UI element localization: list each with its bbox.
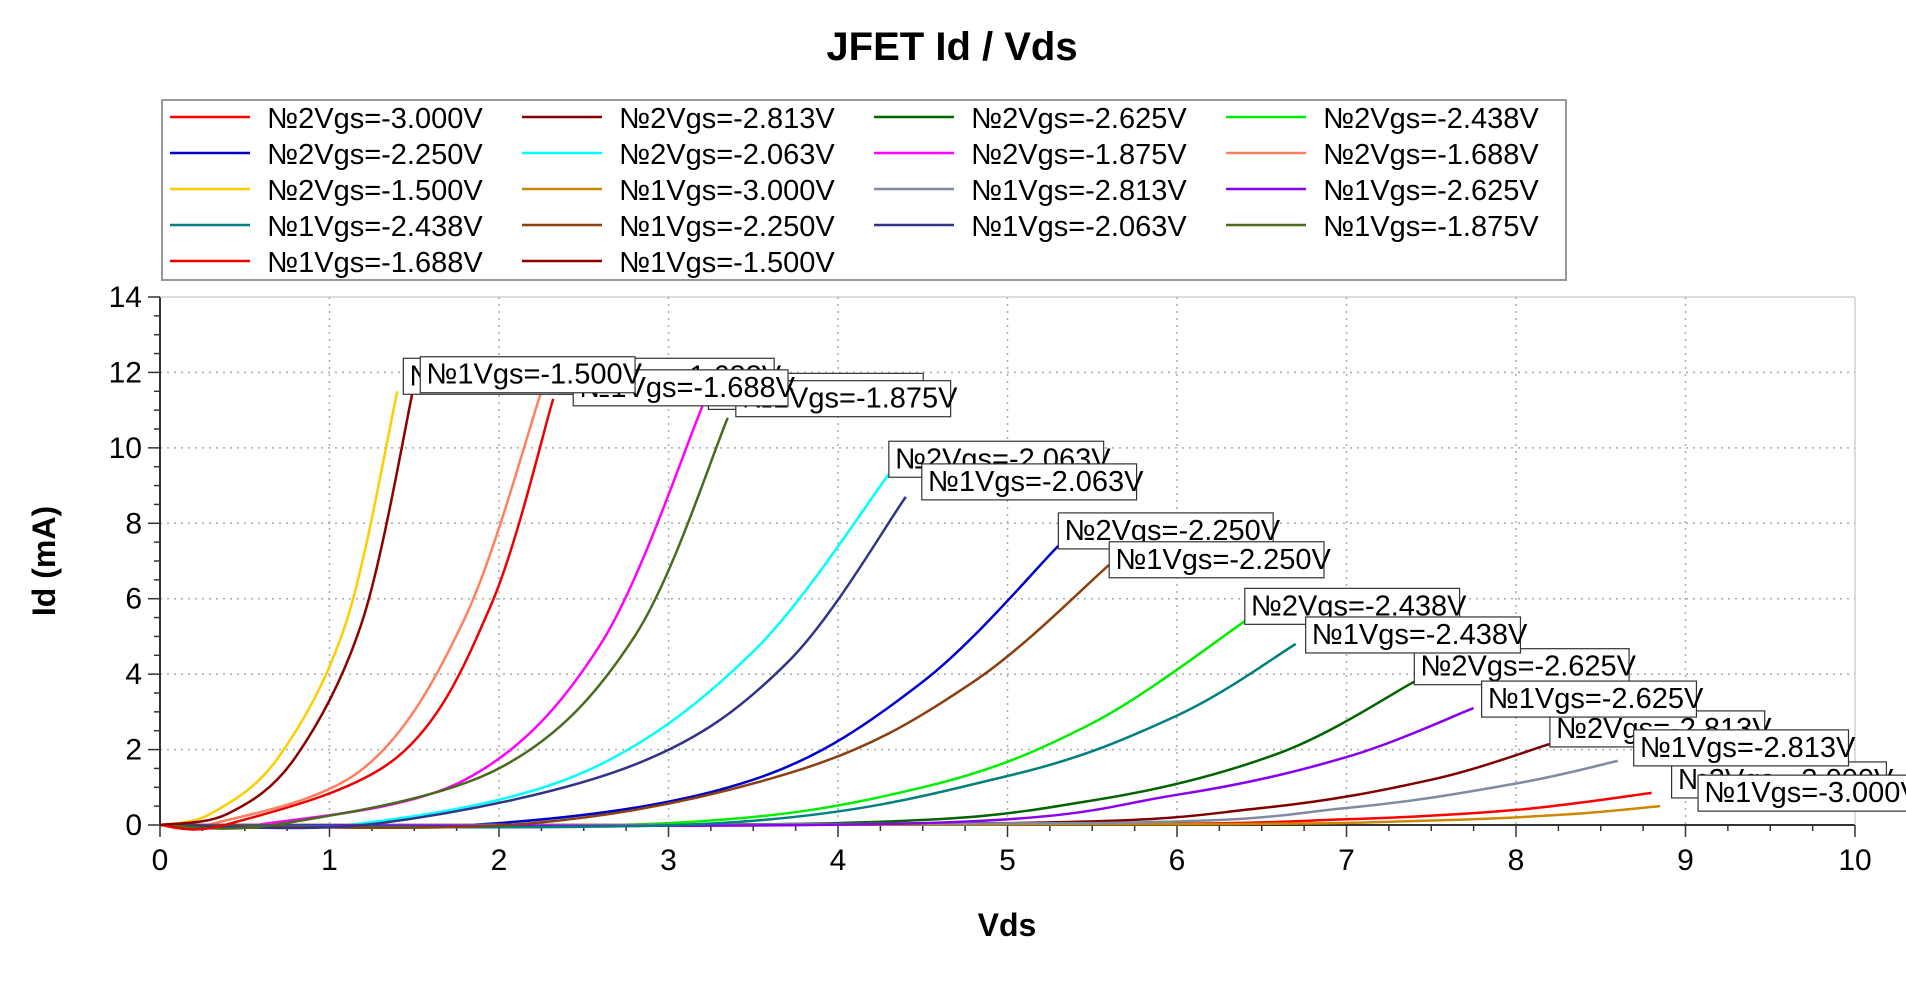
legend-label: №2Vgs=-3.000V	[267, 103, 483, 135]
series-line	[159, 398, 555, 831]
end-label-text: №1Vgs=-3.000V	[1704, 777, 1906, 809]
end-labels: №2Vgs=-3.000V№2Vgs=-2.813V№2Vgs=-2.625V№…	[402, 356, 1906, 812]
end-label-box	[1481, 680, 1698, 718]
legend-label: №2Vgs=-2.625V	[971, 103, 1187, 135]
legend-label: №1Vgs=-2.813V	[971, 175, 1187, 207]
x-tick-label: 4	[830, 844, 847, 877]
y-tick-label: 12	[109, 356, 142, 389]
x-axis-label: Vds	[978, 907, 1037, 943]
legend-label: №1Vgs=-2.250V	[619, 211, 835, 243]
y-tick-label: 10	[109, 432, 142, 465]
legend-box	[161, 99, 1567, 281]
series-line	[159, 417, 729, 830]
legend-label: №1Vgs=-3.000V	[619, 175, 835, 207]
end-label-text: №2Vgs=-2.625V	[1420, 651, 1636, 683]
legend-label: №2Vgs=-1.688V	[1323, 139, 1539, 171]
legend: №2Vgs=-3.000V №2Vgs=-2.813V №2Vgs=-2.625V №…	[161, 99, 1567, 281]
end-label-text: №1Vgs=-2.625V	[1488, 683, 1704, 715]
y-axis-label: Id (mA)	[26, 506, 62, 616]
y-tick-label: 8	[125, 507, 142, 540]
end-label-box	[1305, 616, 1522, 654]
series-lines	[159, 383, 1661, 831]
x-tick-label: 8	[1508, 844, 1525, 877]
legend-label: №1Vgs=-2.438V	[267, 211, 483, 243]
end-label-text: №1Vgs=-2.250V	[1115, 544, 1331, 576]
end-label-text: №1Vgs=-2.063V	[928, 466, 1144, 498]
series-line	[159, 496, 907, 830]
y-tick-label: 2	[125, 734, 142, 767]
legend-label: №1Vgs=-1.875V	[1323, 211, 1539, 243]
x-tick-label: 3	[660, 844, 677, 877]
legend-label: №1Vgs=-2.063V	[971, 211, 1187, 243]
legend-label: №2Vgs=-2.813V	[619, 103, 835, 135]
legend-label: №2Vgs=-2.063V	[619, 139, 835, 171]
series-line	[159, 383, 416, 827]
x-tick-label: 7	[1338, 844, 1355, 877]
y-tick-label: 0	[125, 809, 142, 842]
x-tick-label: 1	[321, 844, 338, 877]
legend-label: №2Vgs=-2.250V	[267, 139, 483, 171]
x-tick-label: 10	[1838, 844, 1871, 877]
x-tick-label: 5	[999, 844, 1016, 877]
chart-title: JFET Id / Vds	[826, 25, 1077, 69]
series-line	[159, 563, 1111, 829]
y-tick-label: 14	[109, 281, 142, 314]
end-label-text: №1Vgs=-2.438V	[1312, 619, 1528, 651]
x-tick-label: 9	[1677, 844, 1694, 877]
end-label-box	[1108, 541, 1325, 579]
y-tick-label: 6	[125, 583, 142, 616]
legend-label: №2Vgs=-1.875V	[971, 139, 1187, 171]
x-tick-label: 0	[152, 844, 169, 877]
end-label-box	[1413, 648, 1630, 686]
legend-label: №2Vgs=-1.500V	[267, 175, 483, 207]
y-tick-label: 4	[125, 658, 142, 691]
series-line	[159, 391, 399, 827]
x-tick-label: 6	[1169, 844, 1186, 877]
end-label-box	[419, 356, 636, 394]
end-label-box	[1633, 729, 1850, 767]
legend-label: №2Vgs=-2.438V	[1323, 103, 1539, 135]
legend-label: №1Vgs=-1.688V	[267, 247, 483, 279]
end-label-box	[1697, 774, 1906, 812]
x-tick-label: 2	[491, 844, 508, 877]
end-label-text: №1Vgs=-2.813V	[1640, 732, 1856, 764]
end-label-text: №1Vgs=-1.500V	[426, 359, 642, 391]
legend-label: №1Vgs=-1.500V	[619, 247, 835, 279]
end-label-box	[921, 463, 1138, 501]
legend-label: №1Vgs=-2.625V	[1323, 175, 1539, 207]
